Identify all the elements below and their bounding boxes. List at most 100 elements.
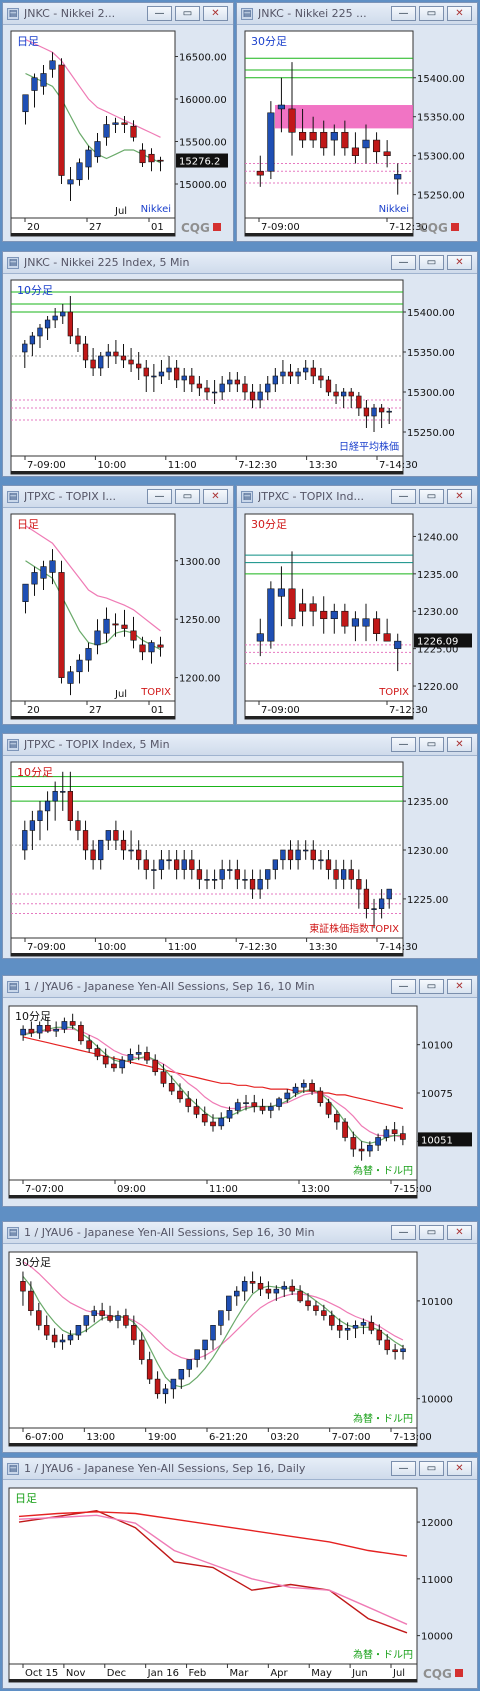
title-bar[interactable]: ▤ JTPXC - TOPIX Index, 5 Min — ▭ ✕ (3, 734, 477, 756)
candle (196, 869, 203, 880)
minimize-button[interactable]: — (391, 6, 416, 21)
chart-window-jpy-10min[interactable]: ▤ 1 / JYAU6 - Japanese Yen-All Sessions, … (2, 975, 478, 1207)
chart-window-topix-5min[interactable]: ▤ JTPXC - TOPIX Index, 5 Min — ▭ ✕ 1235.00 123… (2, 733, 478, 959)
plot-area[interactable] (10, 30, 176, 219)
plot-area[interactable] (8, 1005, 418, 1181)
restore-button[interactable]: ▭ (419, 1225, 444, 1240)
chart-window-nikkei-30min[interactable]: ▤ JNKC - Nikkei 225 ... — ▭ ✕ 15400.00 15350.0… (236, 2, 478, 242)
candle (113, 830, 119, 841)
close-button[interactable]: ✕ (447, 6, 472, 21)
candle (242, 383, 248, 393)
title-bar[interactable]: ▤ JTPXC - TOPIX Ind... — ▭ ✕ (237, 486, 477, 508)
candle (330, 131, 338, 141)
minimize-button[interactable]: — (391, 1225, 416, 1240)
candle (67, 791, 74, 821)
x-tick-label: 13:30 (309, 942, 338, 953)
minimize-icon: — (398, 739, 409, 750)
time-scroll-bar[interactable] (9, 1443, 417, 1446)
candle (351, 618, 360, 627)
restore-button[interactable]: ▭ (419, 979, 444, 994)
chart-window-topix-30min[interactable]: ▤ JTPXC - TOPIX Ind... — ▭ ✕ 1240.00 1235.00 12… (236, 485, 478, 725)
month-label: Jul (114, 689, 127, 700)
title-bar[interactable]: ▤ JNKC - Nikkei 2... — ▭ ✕ (3, 3, 233, 25)
time-scroll-bar[interactable] (11, 953, 403, 956)
candle (249, 879, 256, 890)
minimize-button[interactable]: — (391, 255, 416, 270)
restore-icon: ▭ (426, 1227, 437, 1238)
chart-window-icon[interactable]: ▤ (7, 257, 19, 269)
close-button[interactable]: ✕ (203, 489, 228, 504)
close-button[interactable]: ✕ (447, 489, 472, 504)
chart-window-icon[interactable]: ▤ (7, 981, 19, 993)
chart-svg[interactable]: 15400.00 15350.00 15300.00 15250.00 7-09:00 7… (237, 25, 477, 241)
chart-window-icon[interactable]: ▤ (241, 8, 253, 20)
close-button[interactable]: ✕ (447, 737, 472, 752)
chart-svg[interactable]: 1240.00 1235.00 1230.00 1225.00 1220.00 1226.… (237, 508, 477, 724)
y-tick-label: 15300.00 (407, 388, 455, 399)
restore-button[interactable]: ▭ (419, 1461, 444, 1476)
chart-svg[interactable]: 12000 11000 10000 Oct 15 Nov Dec Jan 16 Feb Mar A… (3, 1480, 477, 1688)
close-button[interactable]: ✕ (447, 1461, 472, 1476)
chart-window-icon[interactable]: ▤ (241, 491, 253, 503)
restore-button[interactable]: ▭ (419, 255, 444, 270)
chart-svg[interactable]: 10100 10000 6-07:00 13:00 19:00 6-21:20 03:20 7… (3, 1244, 477, 1452)
plot-area[interactable] (8, 1487, 418, 1665)
restore-button[interactable]: ▭ (175, 6, 200, 21)
time-scroll-bar[interactable] (245, 716, 413, 719)
candle (52, 315, 58, 321)
title-bar[interactable]: ▤ 1 / JYAU6 - Japanese Yen-All Sessions, … (3, 1222, 477, 1244)
time-scroll-bar[interactable] (9, 1195, 417, 1198)
chart-window-nikkei-5min[interactable]: ▤ JNKC - Nikkei 225 Index, 5 Min — ▭ ✕ 15400.… (2, 251, 478, 477)
candle (303, 849, 309, 852)
minimize-button[interactable]: — (391, 1461, 416, 1476)
close-button[interactable]: ✕ (447, 1225, 472, 1240)
minimize-button[interactable]: — (391, 489, 416, 504)
chart-window-icon[interactable]: ▤ (7, 8, 19, 20)
chart-window-icon[interactable]: ▤ (7, 491, 19, 503)
candle (103, 124, 110, 138)
plot-area[interactable] (10, 761, 404, 939)
candle (98, 839, 104, 861)
close-button[interactable]: ✕ (203, 6, 228, 21)
plot-area[interactable] (10, 279, 404, 457)
chart-window-icon[interactable]: ▤ (7, 1227, 19, 1239)
candle (194, 1349, 200, 1360)
y-tick-label: 10100 (421, 1297, 453, 1308)
minimize-button[interactable]: — (147, 6, 172, 21)
minimize-button[interactable]: — (147, 489, 172, 504)
chart-window-jpy-30min[interactable]: ▤ 1 / JYAU6 - Japanese Yen-All Sessions, … (2, 1221, 478, 1453)
chart-svg[interactable]: 16500.00 16000.00 15500.00 15000.00 15276.2 2… (3, 25, 233, 241)
candle (120, 839, 127, 851)
plot-area[interactable] (10, 513, 176, 702)
title-bar[interactable]: ▤ JNKC - Nikkei 225 Index, 5 Min — ▭ ✕ (3, 252, 477, 274)
time-scroll-bar[interactable] (11, 716, 175, 719)
chart-svg[interactable]: 101001007510050100517-07:0009:0011:0013:… (3, 998, 477, 1206)
x-tick-label: 6-07:00 (25, 1432, 64, 1443)
candle (227, 379, 233, 385)
time-scroll-bar[interactable] (9, 1679, 417, 1682)
title-bar[interactable]: ▤ 1 / JYAU6 - Japanese Yen-All Sessions, … (3, 976, 477, 998)
time-scroll-bar[interactable] (11, 471, 403, 474)
restore-button[interactable]: ▭ (175, 489, 200, 504)
chart-window-icon[interactable]: ▤ (7, 1463, 19, 1475)
title-bar[interactable]: ▤ JTPXC - TOPIX I... — ▭ ✕ (3, 486, 233, 508)
chart-svg[interactable]: 15400.00 15350.00 15300.00 15250.00 7-09:00 1… (3, 274, 477, 476)
title-bar[interactable]: ▤ 1 / JYAU6 - Japanese Yen-All Sessions, … (3, 1458, 477, 1480)
time-scroll-bar[interactable] (11, 233, 175, 236)
chart-window-nikkei-daily[interactable]: ▤ JNKC - Nikkei 2... — ▭ ✕ 16500.00 16000.00 15… (2, 2, 234, 242)
chart-window-jpy-daily[interactable]: ▤ 1 / JYAU6 - Japanese Yen-All Sessions, … (2, 1457, 478, 1689)
minimize-button[interactable]: — (391, 737, 416, 752)
chart-svg[interactable]: 1235.00 1230.00 1225.00 7-09:00 10:00 11:00 7-… (3, 756, 477, 958)
chart-svg[interactable]: 1300.00 1250.00 1200.00 20 27 01 Jul 日足 TOPIX (3, 508, 233, 724)
chart-window-topix-daily[interactable]: ▤ JTPXC - TOPIX I... — ▭ ✕ 1300.00 1250.00 1200… (2, 485, 234, 725)
title-bar[interactable]: ▤ JNKC - Nikkei 225 ... — ▭ ✕ (237, 3, 477, 25)
restore-button[interactable]: ▭ (419, 489, 444, 504)
time-scroll-bar[interactable] (245, 233, 413, 236)
chart-window-icon[interactable]: ▤ (7, 739, 19, 751)
x-tick-label: Apr (270, 1668, 288, 1679)
restore-button[interactable]: ▭ (419, 6, 444, 21)
close-button[interactable]: ✕ (447, 979, 472, 994)
minimize-button[interactable]: — (391, 979, 416, 994)
restore-button[interactable]: ▭ (419, 737, 444, 752)
close-button[interactable]: ✕ (447, 255, 472, 270)
